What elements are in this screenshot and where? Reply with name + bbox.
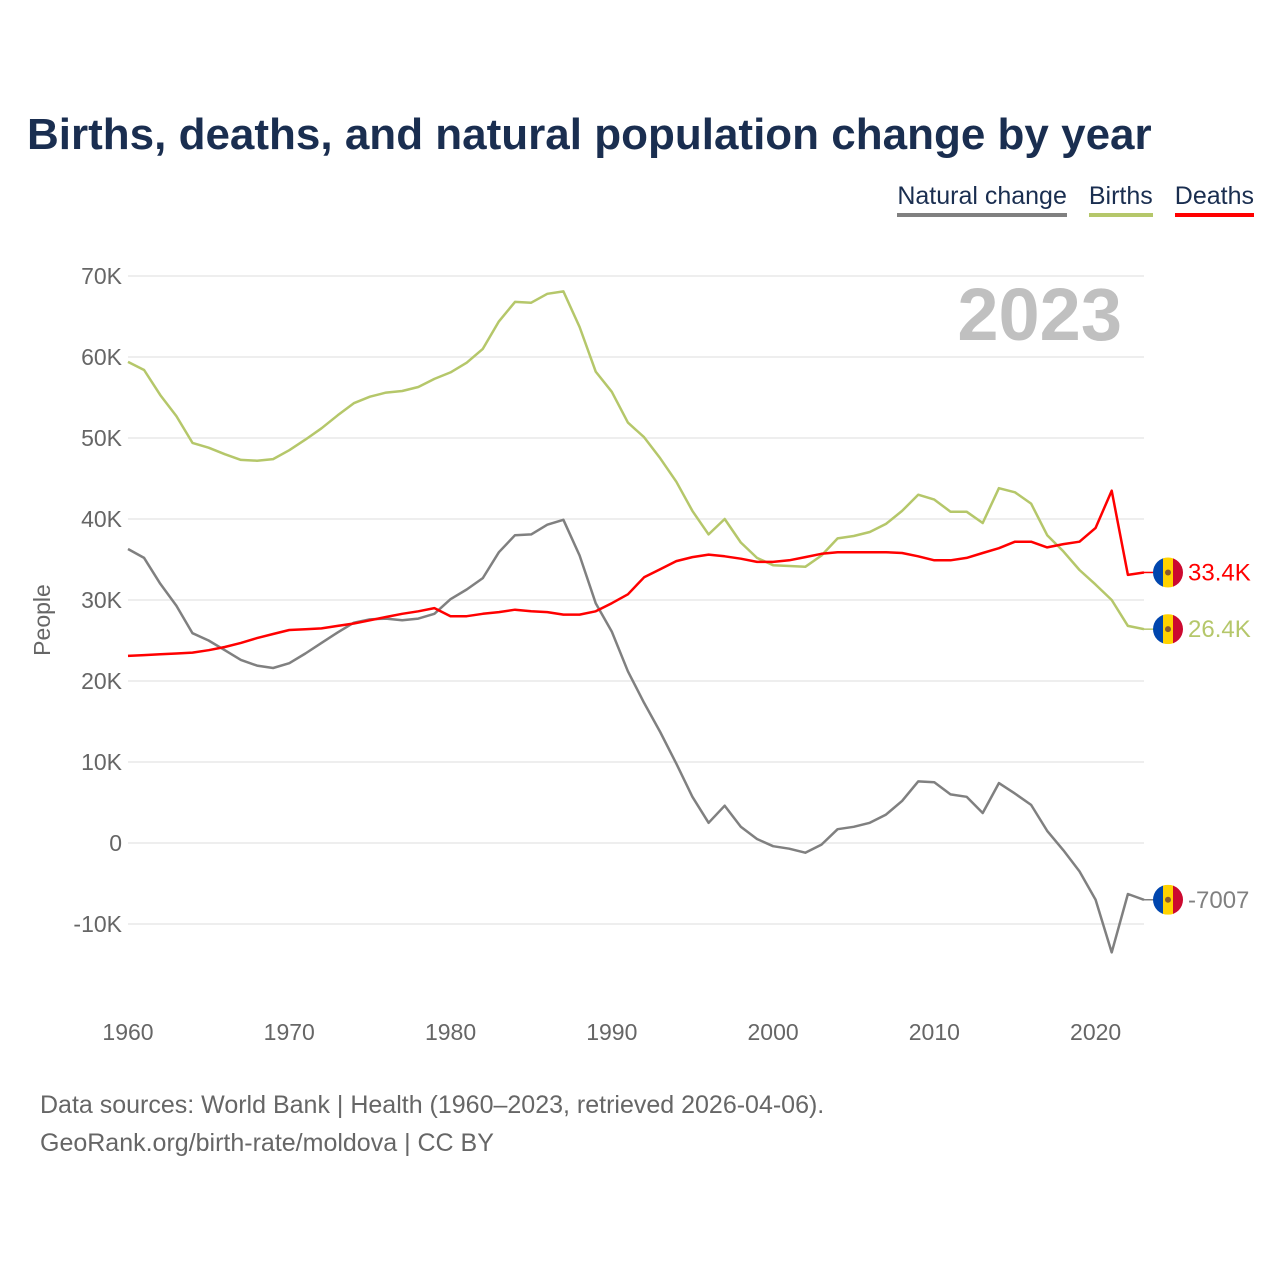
legend-births[interactable]: Births [1088, 182, 1153, 217]
x-tick-label: 2010 [909, 1019, 960, 1045]
x-tick-label: 1960 [102, 1019, 153, 1045]
footer: Data sources: World Bank | Health (1960–… [40, 1086, 824, 1162]
x-tick-label: 2000 [747, 1019, 798, 1045]
end-value-label: -7007 [1188, 887, 1249, 914]
y-tick-label: 60K [81, 344, 123, 370]
x-tick-label: 1980 [425, 1019, 476, 1045]
end-value-label: 26.4K [1188, 616, 1251, 643]
legend-deaths[interactable]: Deaths [1174, 182, 1254, 217]
x-tick-label: 1990 [586, 1019, 637, 1045]
footer-link[interactable]: GeoRank.org/birth-rate/moldova | CC BY [40, 1129, 494, 1157]
x-tick-label: 1970 [264, 1019, 315, 1045]
chart-title: Births, deaths, and natural population c… [27, 110, 1152, 159]
series-line-natural-change [127, 518, 1145, 954]
footer-sources: Data sources: World Bank | Health (1960–… [40, 1091, 825, 1119]
end-value-label: 33.4K [1188, 559, 1251, 586]
legend-natural-change[interactable]: Natural change [897, 182, 1067, 217]
legend: Natural change Births Deaths [897, 182, 1254, 217]
y-tick-label: 10K [81, 749, 123, 775]
y-tick-label: 0 [109, 830, 122, 856]
y-tick-label: -10K [73, 911, 122, 937]
y-tick-label: 30K [81, 587, 123, 613]
moldova-flag-icon [1153, 614, 1183, 645]
moldova-flag-icon [1153, 884, 1183, 915]
moldova-flag-icon [1153, 557, 1183, 588]
x-tick-label: 2020 [1070, 1019, 1121, 1045]
y-tick-label: 70K [81, 263, 123, 289]
series-line-deaths [127, 489, 1145, 658]
y-tick-label: 20K [81, 668, 123, 694]
series-line-births [127, 290, 1145, 631]
y-tick-label: 40K [81, 506, 123, 532]
y-tick-label: 50K [81, 425, 123, 451]
y-axis-label: People [29, 584, 55, 656]
year-watermark: 2023 [957, 273, 1122, 356]
